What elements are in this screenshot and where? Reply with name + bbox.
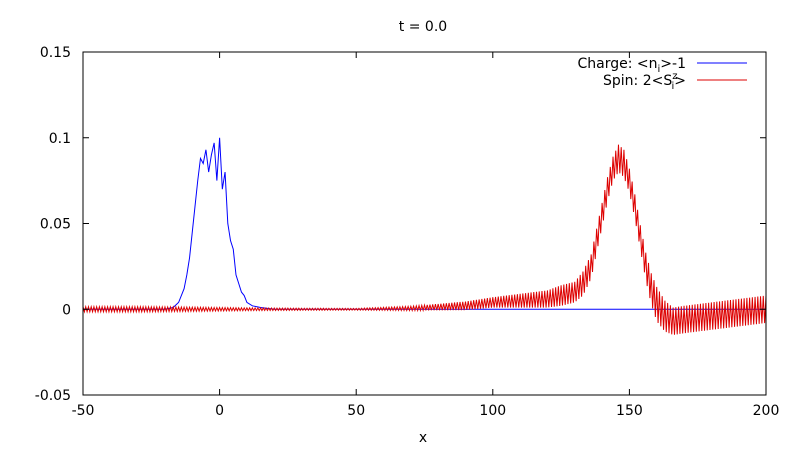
y-axis: -0.05 0 0.05 0.1 0.15 bbox=[35, 45, 766, 404]
y-tick-label: 0.15 bbox=[40, 45, 71, 61]
x-tick-label: 0 bbox=[215, 403, 224, 419]
x-tick-label: -50 bbox=[72, 403, 95, 419]
x-tick-label: 150 bbox=[616, 403, 643, 419]
y-tick-label: 0 bbox=[62, 302, 71, 318]
x-axis-label: x bbox=[419, 430, 427, 446]
plot-frame bbox=[82, 51, 767, 396]
x-tick-label: 100 bbox=[479, 403, 506, 419]
legend-label: Charge: <ni>-1 bbox=[578, 56, 687, 75]
x-axis: -50 0 50 100 150 200 bbox=[72, 52, 780, 419]
series-line-spin bbox=[82, 144, 767, 335]
x-tick-label: 50 bbox=[347, 403, 365, 419]
plot-series bbox=[82, 137, 767, 335]
y-tick-label: -0.05 bbox=[35, 388, 71, 404]
y-tick-label: 0.05 bbox=[40, 217, 71, 233]
x-tick-label: 200 bbox=[753, 403, 780, 419]
y-tick-label: 0.1 bbox=[49, 131, 71, 147]
series-line-charge bbox=[83, 137, 766, 310]
chart-title: t = 0.0 bbox=[399, 19, 447, 35]
legend-label: Spin: 2<Sz i> bbox=[603, 71, 686, 92]
